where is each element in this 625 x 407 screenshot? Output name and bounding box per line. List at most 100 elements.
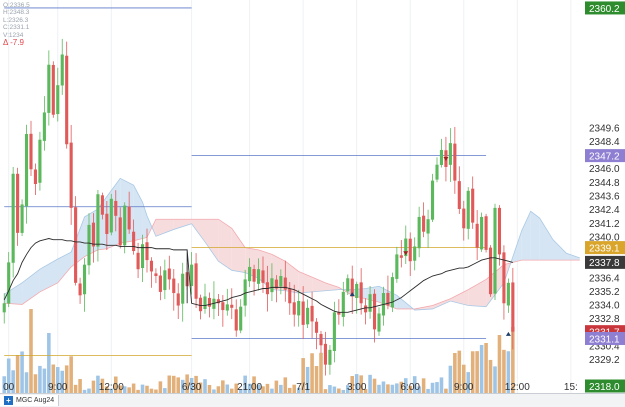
- price-badge: [585, 379, 625, 393]
- candle-body: [149, 260, 154, 272]
- time-tick-label: 15:: [564, 382, 578, 393]
- price-tick-label: 2342.4: [589, 205, 620, 216]
- volume-bar: [149, 388, 154, 393]
- candle-body: [29, 133, 33, 170]
- volume-bar: [377, 384, 381, 393]
- volume-bar: [55, 367, 60, 393]
- candle-body: [359, 282, 363, 304]
- cloud-segment: [142, 202, 147, 239]
- volume-bar: [493, 366, 497, 393]
- time-tick-label: 9:00: [48, 382, 68, 393]
- volume-bar: [265, 383, 270, 393]
- time-tick-label: 6/30: [182, 382, 202, 393]
- plus-icon[interactable]: +: [4, 396, 13, 405]
- candle-body: [60, 54, 64, 86]
- price-badge-label: 2331.1: [589, 334, 620, 345]
- cloud-segment: [205, 219, 219, 262]
- time-tick-label: 12:00: [505, 382, 530, 393]
- price-badge: [585, 331, 625, 345]
- volume-bar: [337, 388, 341, 393]
- volume-bar: [252, 376, 256, 393]
- price-badge: [585, 149, 625, 163]
- volume-bar: [270, 388, 274, 393]
- volume-bar: [479, 344, 484, 393]
- candle-body: [132, 231, 136, 252]
- candle-body: [332, 312, 336, 352]
- volume-bar: [426, 388, 430, 393]
- time-tick-label: 9:00: [454, 382, 474, 393]
- high-value: H:2348.3: [3, 9, 30, 17]
- volume-bar: [444, 388, 448, 393]
- volume-bar: [435, 382, 439, 393]
- time-tick-label: 7/1: [296, 382, 310, 393]
- volume-bar: [296, 388, 301, 393]
- candle-body: [198, 297, 203, 312]
- volume-bar: [502, 349, 506, 393]
- volume-bar: [399, 381, 404, 393]
- volume-bar: [403, 378, 408, 393]
- price-tick-label: 2330.4: [589, 341, 620, 352]
- volume-bar: [216, 386, 221, 393]
- volume-bar: [229, 388, 234, 393]
- volume-bar: [466, 372, 471, 393]
- volume-bar: [51, 364, 56, 393]
- volume-bar: [430, 382, 435, 393]
- volume-bar: [203, 379, 207, 393]
- cloud-segment: [57, 252, 72, 283]
- candle-body: [390, 277, 394, 308]
- volume-bar: [363, 388, 368, 393]
- volume-bar: [212, 389, 216, 393]
- cloud-segment: [298, 271, 313, 294]
- candle-body: [167, 268, 171, 280]
- volume-bar: [412, 376, 417, 393]
- candle-body: [506, 282, 510, 306]
- time-tick-label: 6:00: [400, 382, 420, 393]
- candle-body: [372, 293, 377, 330]
- candle-body: [439, 149, 444, 165]
- candle-body: [65, 55, 69, 145]
- candle-body: [319, 333, 323, 346]
- volume-bar: [305, 366, 310, 393]
- volume-bar: [189, 377, 194, 393]
- candle-body: [243, 279, 247, 306]
- volume-bar: [20, 351, 24, 393]
- volume-bar: [247, 383, 252, 393]
- time-axis[interactable]: 00 9:00 12:00 6/30 21:00 7/1 3:00 6:00 9:00 12:00…: [3, 382, 578, 393]
- tab-mgc-aug24[interactable]: + MGC Aug24: [0, 395, 60, 406]
- time-tick-label: 00: [3, 382, 15, 393]
- volume-bar: [82, 389, 87, 393]
- grid: [8, 0, 572, 393]
- cloud-segment: [566, 253, 580, 261]
- tab-label: MGC Aug24: [16, 397, 55, 404]
- volume-bar: [145, 385, 149, 393]
- candle-body: [404, 238, 408, 257]
- price-badge: [585, 255, 625, 269]
- price-tick-label: 2343.6: [589, 192, 620, 203]
- candle-body: [502, 252, 506, 304]
- volume-bar: [372, 378, 377, 393]
- price-tick-label: 2329.2: [589, 355, 620, 366]
- change-value: Δ -7.9: [3, 38, 24, 48]
- volume-bar: [417, 386, 421, 393]
- cloud-segment: [553, 239, 567, 261]
- volume-bar: [292, 384, 297, 393]
- candle-body: [158, 275, 162, 292]
- volume-bar: [42, 368, 47, 393]
- price-tick-label: 2336.4: [589, 273, 620, 284]
- volume-bar: [47, 333, 51, 393]
- volume-bar: [341, 389, 346, 393]
- volume-bar: [328, 385, 332, 393]
- candle-body: [225, 304, 229, 311]
- volume-bar: [131, 383, 136, 393]
- candle-body: [413, 246, 417, 261]
- price-axis[interactable]: 2329.22330.42332.82334.02335.22336.42338…: [585, 1, 625, 393]
- volume-bar: [461, 364, 466, 393]
- price-badge-label: 2347.2: [589, 151, 620, 162]
- volume-bar: [100, 378, 105, 393]
- cloud-segment: [155, 219, 174, 237]
- volume-bar: [497, 335, 502, 393]
- volume-bar: [163, 388, 167, 393]
- volume-bar: [345, 385, 350, 393]
- sell-marker: [443, 157, 449, 162]
